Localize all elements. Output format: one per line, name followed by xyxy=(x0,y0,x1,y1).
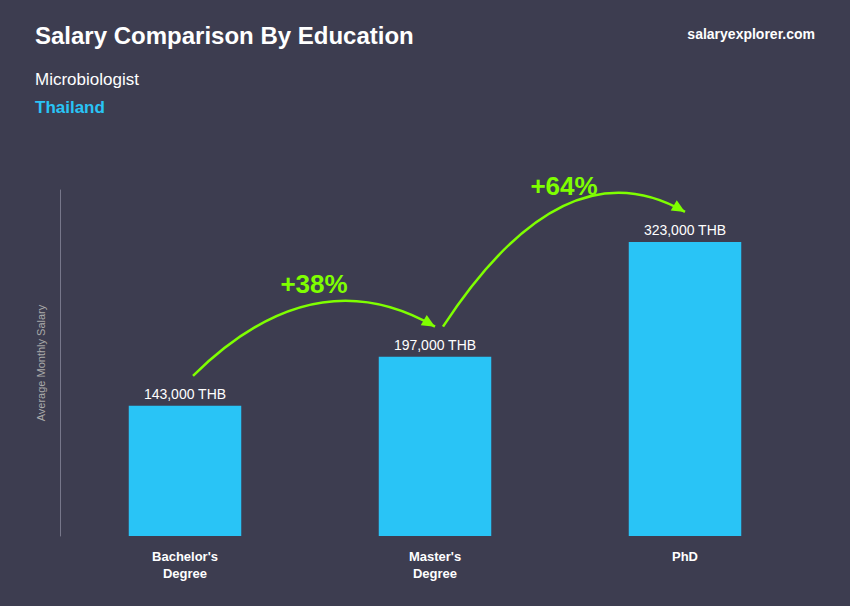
svg-text:Bachelor's: Bachelor's xyxy=(152,549,218,564)
svg-text:Degree: Degree xyxy=(163,566,207,581)
svg-text:PhD: PhD xyxy=(672,549,698,564)
svg-text:197,000 THB: 197,000 THB xyxy=(394,337,476,353)
svg-text:+64%: +64% xyxy=(530,171,597,201)
svg-text:Average Monthly Salary: Average Monthly Salary xyxy=(35,304,47,421)
svg-text:Thailand: Thailand xyxy=(35,98,105,117)
svg-text:323,000 THB: 323,000 THB xyxy=(644,222,726,238)
svg-text:143,000 THB: 143,000 THB xyxy=(144,386,226,402)
svg-text:Degree: Degree xyxy=(413,566,457,581)
svg-text:Master's: Master's xyxy=(409,549,461,564)
svg-text:Microbiologist: Microbiologist xyxy=(35,70,139,89)
svg-text:Salary Comparison By Education: Salary Comparison By Education xyxy=(35,22,414,49)
svg-text:+38%: +38% xyxy=(280,269,347,299)
svg-text:salaryexplorer.com: salaryexplorer.com xyxy=(687,26,815,42)
